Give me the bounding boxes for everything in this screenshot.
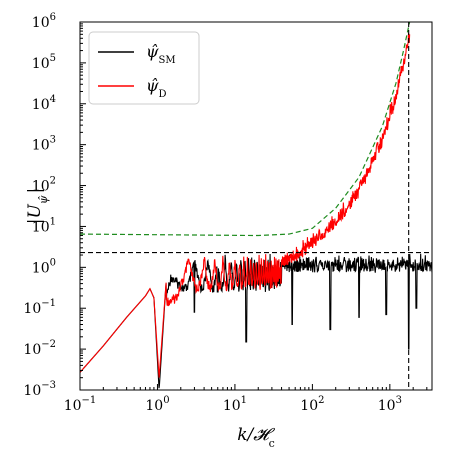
y-tick-label: 104 (32, 94, 56, 113)
x-tick-label: 102 (300, 395, 324, 414)
y-tick-label: 105 (32, 53, 56, 72)
series-layer (80, 22, 432, 389)
x-axis-title: k/𝓗c (237, 425, 275, 450)
x-tick-label: 101 (223, 395, 247, 414)
y-axis: 10−3 10−2 10−1 100 101 102 103 104 105 106 (23, 12, 86, 399)
x-tick-label: 103 (378, 395, 402, 414)
y-tick-label: 102 (32, 176, 56, 195)
y-tick-label: 10−3 (23, 380, 56, 399)
y-tick-label: 101 (32, 216, 56, 235)
y-tick-label: 100 (32, 257, 56, 276)
series-line (80, 22, 411, 237)
y-axis-title-sub: ψ̂ (37, 195, 50, 204)
reference-lines (80, 22, 432, 390)
x-axis: 10−1 100 101 102 103 (64, 384, 428, 414)
legend-box (88, 31, 200, 105)
plot-frame (79, 21, 433, 391)
x-axis-title-sub: c (269, 437, 275, 450)
y-tick-label: 103 (32, 135, 56, 154)
y-axis-title-close: | (25, 188, 45, 194)
legend-label-sm: ψ̂SM (146, 42, 176, 66)
legend-label-d: ψ̂D (146, 76, 167, 100)
legend: ψ̂SM ψ̂D (88, 31, 200, 105)
x-tick-label: 10−1 (64, 395, 97, 414)
y-tick-label: 106 (32, 12, 56, 31)
y-tick-label: 10−1 (23, 298, 56, 317)
y-axis-title: |Uψ̂| (25, 188, 50, 224)
x-tick-label: 100 (145, 395, 169, 414)
y-tick-label: 10−2 (23, 339, 56, 358)
series-line (80, 32, 411, 378)
